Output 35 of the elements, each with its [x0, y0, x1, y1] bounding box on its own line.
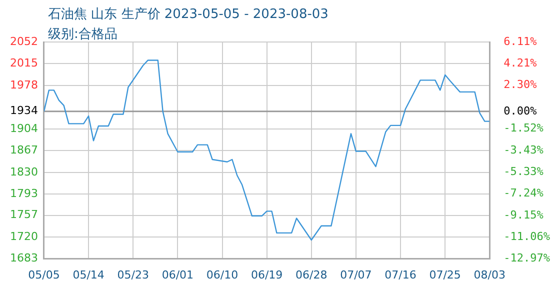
- y2-tick-label: 2.30%: [504, 78, 538, 92]
- y2-tick-label: -9.15%: [504, 208, 544, 222]
- y2-tick-label: 0.00%: [504, 104, 538, 118]
- y2-tick-label: -7.24%: [504, 186, 544, 200]
- x-tick-label: 06/01: [162, 268, 194, 282]
- x-tick-label: 08/03: [474, 268, 506, 282]
- x-tick-label: 06/19: [250, 268, 283, 282]
- x-tick-label: 06/10: [206, 268, 238, 282]
- y-tick-label: 1830: [10, 165, 38, 178]
- y2-tick-label: -11.06%: [504, 230, 550, 243]
- y-tick-label: 1683: [10, 252, 38, 265]
- y-tick-label: 1934: [10, 104, 38, 118]
- y2-tick-label: -5.33%: [504, 164, 544, 178]
- y2-tick-label: 4.21%: [504, 56, 538, 70]
- y2-tick-label: 6.11%: [504, 34, 538, 48]
- y-tick-label: 1757: [10, 208, 38, 222]
- x-tick-label: 07/07: [340, 268, 372, 282]
- chart-title: 石油焦 山东 生产价 2023-05-05 - 2023-08-03: [48, 6, 328, 23]
- y2-tick-label: -1.52%: [504, 122, 544, 135]
- y-tick-label: 1904: [10, 122, 38, 135]
- x-tick-label: 07/16: [384, 268, 416, 282]
- y-tick-label: 1867: [10, 144, 38, 157]
- x-tick-label: 07/25: [429, 268, 461, 282]
- y-tick-label: 1793: [10, 187, 38, 200]
- x-tick-label: 05/23: [117, 268, 149, 282]
- y-tick-label: 1720: [10, 230, 38, 243]
- y2-tick-label: -12.97%: [504, 252, 550, 265]
- y-tick-label: 2052: [10, 34, 38, 48]
- y2-tick-label: -3.43%: [504, 143, 544, 156]
- x-tick-label: 06/28: [296, 268, 328, 282]
- chart-subtitle: 级别:合格品: [48, 26, 118, 43]
- x-tick-label: 05/14: [72, 268, 104, 282]
- y-tick-label: 1978: [10, 78, 38, 92]
- y-tick-label: 2015: [10, 56, 38, 70]
- x-tick-label: 05/05: [28, 268, 60, 282]
